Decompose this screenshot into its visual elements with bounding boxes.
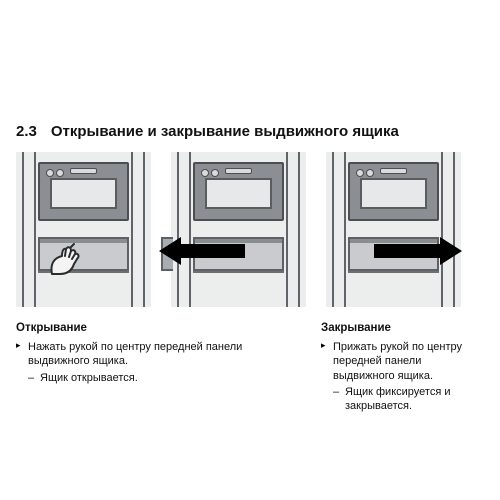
panel-press [16, 152, 151, 307]
open-heading: Открывание [16, 321, 301, 336]
oven-icon [38, 162, 129, 221]
manual-page: 2.3 Открывание и закрывание выдвижного я… [0, 0, 500, 423]
close-result: Ящик фиксируется и закрывается. [321, 385, 484, 414]
hand-press-icon [44, 234, 88, 278]
open-instructions: Открывание Нажать рукой по центру передн… [16, 317, 301, 413]
open-step: Нажать рукой по центру передней панели в… [16, 340, 301, 369]
close-heading: Закрывание [321, 321, 484, 336]
arrow-close-icon [374, 244, 440, 258]
section-title: Открывание и закрывание выдвижного ящика [51, 123, 399, 140]
arrow-open-icon [163, 244, 245, 258]
panel-closing [326, 152, 461, 307]
illustration-row [16, 152, 484, 307]
section-number: 2.3 [16, 123, 37, 140]
close-step: Прижать рукой по центру передней панели … [321, 340, 484, 383]
close-instructions: Закрывание Прижать рукой по центру перед… [321, 317, 484, 413]
panel-opening [171, 152, 306, 307]
open-result: Ящик открывается. [16, 371, 301, 385]
section-header: 2.3 Открывание и закрывание выдвижного я… [16, 123, 484, 140]
oven-icon [348, 162, 439, 221]
instruction-columns: Открывание Нажать рукой по центру передн… [16, 317, 484, 413]
oven-icon [193, 162, 284, 221]
